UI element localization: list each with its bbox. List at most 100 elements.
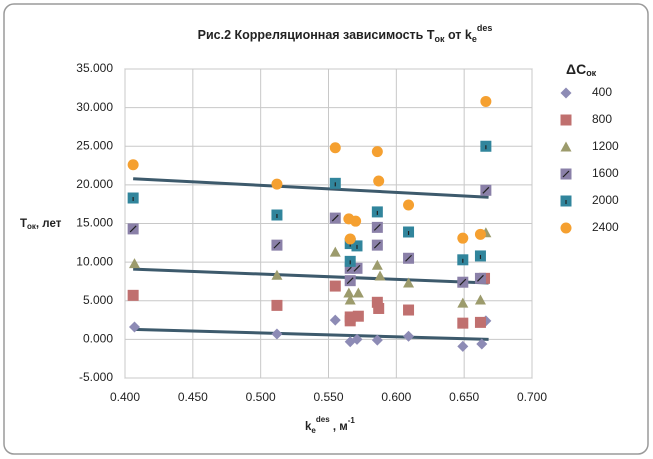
point [343,287,355,298]
label-part: , м [330,421,348,433]
point [271,269,283,280]
point [329,280,341,292]
legend-marker [560,114,572,126]
y-tick-label: 15.000 [76,216,113,230]
point [474,294,486,305]
x-tick-label: 0.450 [178,390,208,404]
point [476,338,488,350]
x-axis-label: kedes , м-1 [305,415,355,435]
marker-detail [459,278,467,286]
label-part: ок [586,68,596,78]
point [371,259,383,270]
point [403,330,415,342]
point [474,316,486,328]
label-part: ок [27,222,37,231]
point [344,233,356,245]
x-tick-label: 0.650 [449,390,479,404]
label-part: Т [20,218,27,230]
legend-label: 400 [592,85,612,99]
label-part: k [305,421,312,433]
marker-detail [562,170,570,178]
y-tick-label: 30.000 [76,100,113,114]
marker-detail [373,241,381,249]
label-part: -1 [348,416,356,425]
point [474,228,486,240]
x-tick-label: 0.600 [381,390,411,404]
point [350,215,362,227]
point [371,296,383,308]
legend-label: 2400 [592,220,619,234]
label-part: , лет [36,218,62,230]
point [329,314,341,326]
point [351,333,363,345]
y-tick-label: 5.000 [83,293,113,307]
point [352,287,364,298]
legend-label: 2000 [592,193,619,207]
point [352,310,364,322]
marker-detail [477,274,484,282]
point [271,178,283,190]
point [480,95,492,107]
marker-detail [331,214,339,222]
x-tick-label: 0.700 [517,390,547,404]
marker-detail [405,254,412,262]
legend-label: 1600 [592,166,619,180]
chart-title: Рис.2 Корреляционная зависимость Ток от … [198,23,493,44]
legend-marker [560,141,572,152]
title-part: des [477,23,493,33]
y-axis-label: Ток, лет [20,218,62,231]
point [457,317,469,329]
point [403,199,415,211]
x-tick-label: 0.550 [313,390,343,404]
marker-detail [482,186,490,194]
label-part: des [316,415,330,424]
point [344,315,356,327]
point [457,232,469,244]
point [373,302,385,314]
marker-detail [346,277,354,285]
x-tick-label: 0.400 [110,390,140,404]
point [128,258,140,269]
legend-title: ΔCок [566,61,597,79]
trend-line [133,267,489,285]
point [371,334,383,346]
legend-label: 1200 [592,139,619,153]
point [271,328,283,340]
point [271,299,283,311]
trend-line [133,177,489,199]
marker-detail [373,223,381,231]
point [329,142,341,154]
legend-marker [560,222,572,234]
label-part: ΔC [566,61,586,77]
title-part: Рис.2 Корреляционная зависимость Т [198,28,435,42]
point [373,175,385,187]
y-tick-label: 25.000 [76,138,113,152]
point [128,321,140,333]
y-tick-label: 20.000 [76,177,113,191]
y-tick-label: 10.000 [76,254,113,268]
point [127,159,139,171]
legend-label: 800 [592,112,612,126]
marker-detail [273,241,281,249]
point [457,297,469,308]
point [457,340,469,352]
trend-line [133,327,489,341]
point [403,277,415,288]
legend-marker [560,87,572,99]
label-part: e [311,426,316,435]
title-part: ок [434,34,444,44]
point [329,246,341,257]
point [403,304,415,316]
y-tick-label: 0.000 [83,332,113,346]
marker-detail [353,264,361,272]
point [344,294,356,305]
point [371,146,383,158]
y-tick-label: 35.000 [76,61,113,75]
title-part: от k [444,28,471,42]
point [127,289,139,301]
title-part: e [472,34,477,44]
point [374,270,386,281]
marker-detail [129,225,137,233]
y-tick-label: -5.000 [79,370,113,384]
